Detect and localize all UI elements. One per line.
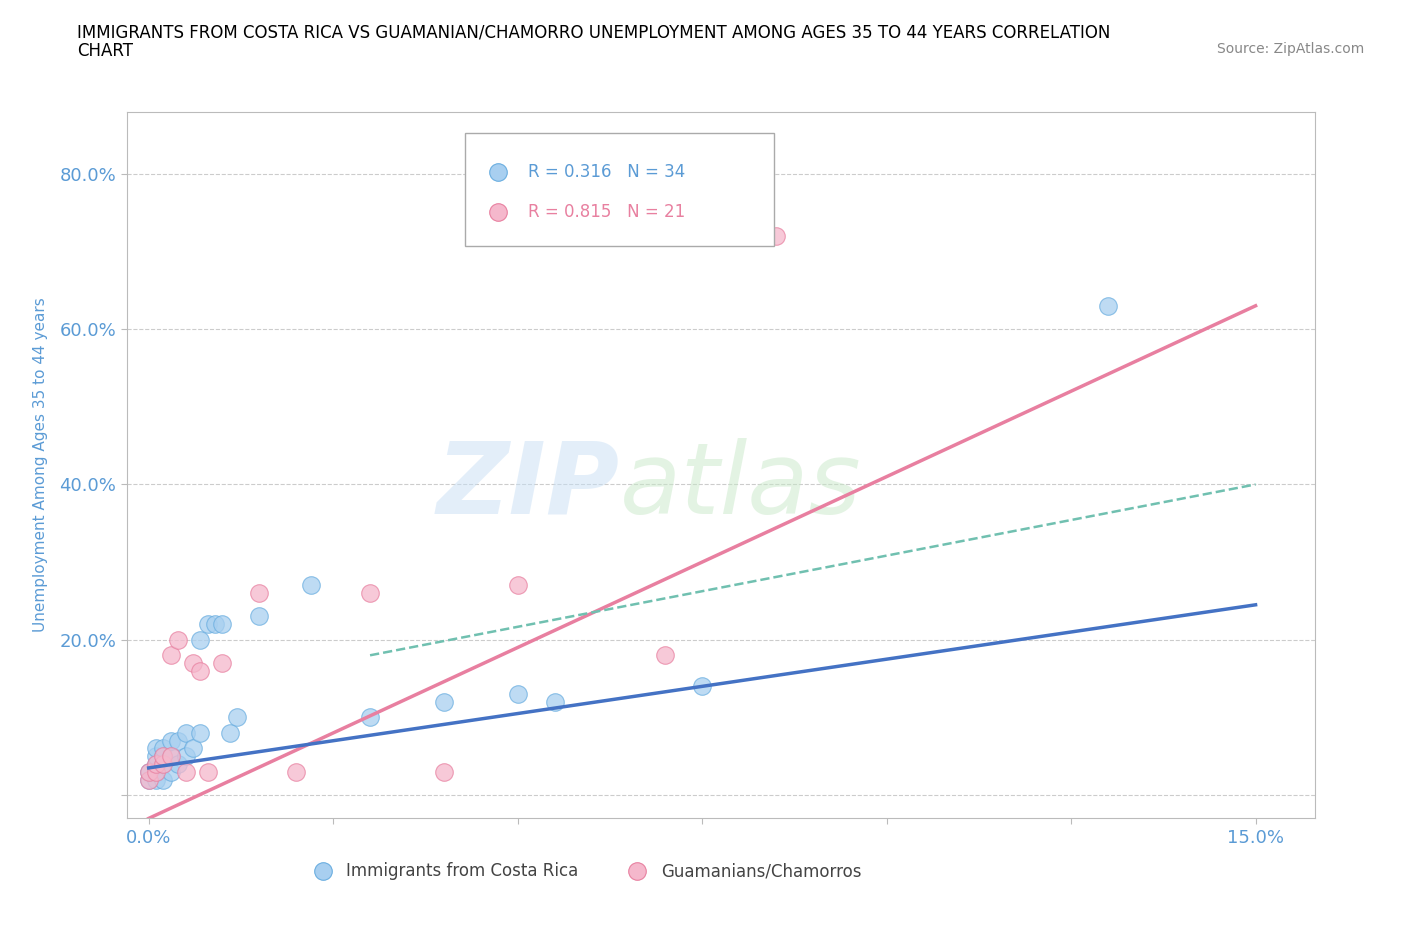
Point	[152, 772, 174, 787]
Point	[159, 764, 181, 779]
Point	[433, 695, 456, 710]
Point	[145, 764, 167, 779]
Point	[145, 757, 167, 772]
Point	[181, 741, 204, 756]
Text: Source: ZipAtlas.com: Source: ZipAtlas.com	[1216, 42, 1364, 56]
Point	[690, 679, 713, 694]
Point	[174, 749, 197, 764]
Point	[138, 772, 160, 787]
Point	[152, 741, 174, 756]
Point	[145, 772, 167, 787]
Point	[299, 578, 322, 592]
Point	[1355, 846, 1378, 861]
Point	[181, 656, 204, 671]
FancyBboxPatch shape	[465, 133, 775, 246]
Point	[167, 757, 190, 772]
Point	[654, 648, 676, 663]
Point	[247, 586, 270, 601]
Text: R = 0.815   N = 21: R = 0.815 N = 21	[529, 203, 685, 221]
Point	[167, 632, 190, 647]
Text: Immigrants from Costa Rica: Immigrants from Costa Rica	[346, 862, 579, 881]
Point	[138, 772, 160, 787]
Point	[152, 757, 174, 772]
Text: atlas: atlas	[620, 438, 862, 535]
Point	[197, 764, 219, 779]
Point	[152, 757, 174, 772]
Y-axis label: Unemployment Among Ages 35 to 44 years: Unemployment Among Ages 35 to 44 years	[34, 298, 48, 632]
Point	[506, 686, 529, 701]
Point	[188, 725, 211, 740]
Point	[218, 725, 240, 740]
Text: Guamanians/Chamorros: Guamanians/Chamorros	[661, 862, 862, 881]
Point	[138, 764, 160, 779]
Point	[359, 710, 381, 724]
Point	[359, 586, 381, 601]
Point	[174, 764, 197, 779]
Point	[247, 609, 270, 624]
Point	[433, 764, 456, 779]
Point	[226, 710, 249, 724]
Text: ZIP: ZIP	[437, 438, 620, 535]
Point	[145, 749, 167, 764]
Point	[174, 725, 197, 740]
Point	[211, 617, 233, 631]
Point	[152, 749, 174, 764]
Point	[204, 617, 226, 631]
Point	[211, 656, 233, 671]
Text: IMMIGRANTS FROM COSTA RICA VS GUAMANIAN/CHAMORRO UNEMPLOYMENT AMONG AGES 35 TO 4: IMMIGRANTS FROM COSTA RICA VS GUAMANIAN/…	[77, 23, 1111, 41]
Point	[285, 764, 308, 779]
Point	[506, 578, 529, 592]
Point	[159, 733, 181, 748]
Point	[543, 695, 565, 710]
Point	[167, 733, 190, 748]
Text: CHART: CHART	[77, 42, 134, 60]
Text: R = 0.316   N = 34: R = 0.316 N = 34	[529, 163, 685, 180]
Point	[188, 632, 211, 647]
Point	[159, 648, 181, 663]
Point	[159, 749, 181, 764]
Point	[145, 764, 167, 779]
Point	[145, 741, 167, 756]
Point	[145, 757, 167, 772]
Point	[138, 764, 160, 779]
Point	[765, 229, 787, 244]
Point	[197, 617, 219, 631]
Point	[152, 749, 174, 764]
Point	[188, 663, 211, 678]
Point	[159, 749, 181, 764]
Point	[1097, 299, 1119, 313]
